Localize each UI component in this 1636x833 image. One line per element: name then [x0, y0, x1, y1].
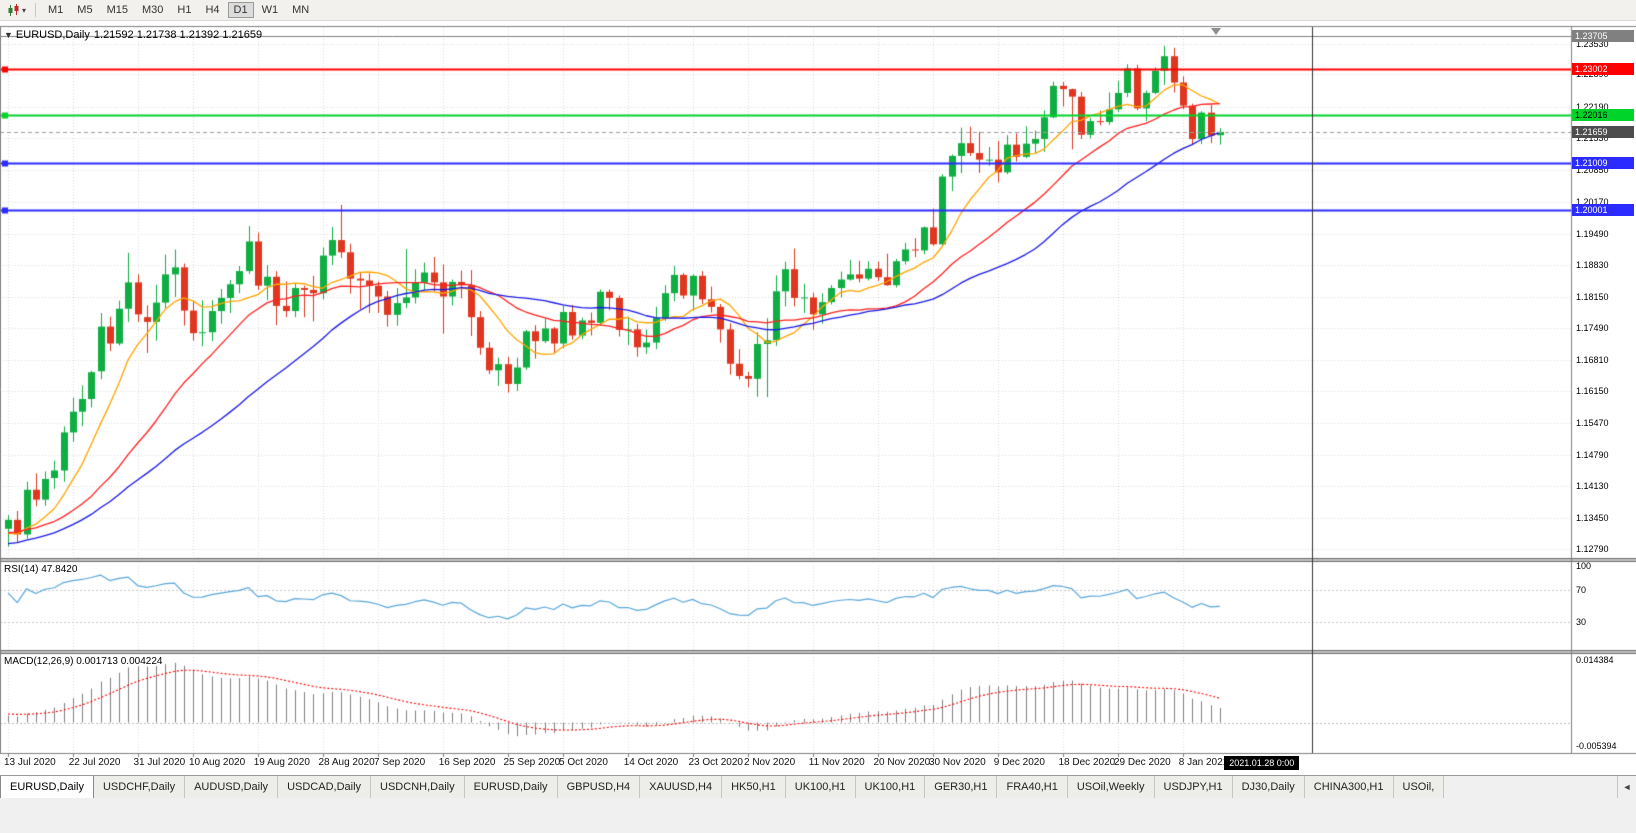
- one-click-trading-toggle-icon[interactable]: ▼: [4, 30, 13, 40]
- price-marker-label: 1.21659: [1572, 125, 1634, 138]
- chart-symbol: EURUSD,Daily: [15, 29, 90, 41]
- chart-tab[interactable]: USDJPY,H1: [1154, 776, 1233, 798]
- chart-title: ▼ EURUSD,Daily 1.21592 1.21738 1.21392 1.2…: [4, 29, 262, 41]
- date-axis-label: 14 Oct 2020: [623, 757, 679, 768]
- tabs-scroll-left-button[interactable]: ◄: [1617, 776, 1636, 798]
- price-axis-label: 1.18830: [1576, 259, 1609, 270]
- price-axis-label: 1.20170: [1576, 196, 1609, 207]
- toolbar: ▾ M1 M5 M15 M30 H1 H4 D1 W1 MN: [0, 0, 1636, 21]
- price-marker-label: 1.21009: [1572, 156, 1634, 169]
- price-axis-label: 1.19490: [1576, 228, 1609, 239]
- chart-shift-marker[interactable]: [1211, 28, 1221, 35]
- chart-tab[interactable]: AUDUSD,Daily: [185, 776, 279, 798]
- chart-ohlc-values: 1.21592 1.21738 1.21392 1.21659: [93, 29, 263, 41]
- rsi-axis-label: 30: [1576, 617, 1587, 627]
- price-axis-label: 1.14130: [1576, 481, 1609, 491]
- date-axis-label: 18 Dec 2020: [1058, 757, 1116, 768]
- chart-tab[interactable]: HK50,H1: [722, 776, 786, 798]
- status-strip: [0, 798, 1636, 833]
- price-marker-label: 1.23705: [1572, 29, 1634, 42]
- price-axis-label: 1.23530: [1576, 38, 1609, 49]
- chart-tabs: EURUSD,Daily USDCHF,Daily AUDUSD,Daily USDC…: [0, 776, 1617, 798]
- date-axis-label: 29 Dec 2020: [1114, 757, 1171, 768]
- price-axis-label: 1.20850: [1576, 165, 1609, 175]
- chart-tabs-bar: EURUSD,Daily USDCHF,Daily AUDUSD,Daily USDC…: [0, 775, 1636, 798]
- timeframe-button-H4[interactable]: H4: [205, 4, 220, 16]
- date-axis-label: 16 Sep 2020: [438, 757, 496, 768]
- timeframe-button-D1[interactable]: D1: [227, 2, 254, 18]
- chart-tab[interactable]: USOil,: [1393, 776, 1445, 798]
- price-marker-label: 1.23002: [1572, 62, 1634, 75]
- chart-tab[interactable]: USDCHF,Daily: [93, 776, 186, 798]
- candlestick-chart-icon: [8, 3, 19, 16]
- chart-tab[interactable]: CHINA300,H1: [1304, 776, 1394, 798]
- timeframe-button-M15[interactable]: M15: [106, 4, 128, 16]
- chart-tab[interactable]: EURUSD,Daily: [464, 776, 558, 798]
- price-axis-label: 1.15470: [1576, 417, 1609, 428]
- timeframe-button-M5[interactable]: M5: [77, 4, 93, 16]
- chart-tab[interactable]: GBPUSD,H4: [557, 776, 641, 798]
- date-axis-label: 2 Nov 2020: [744, 757, 796, 768]
- macd-axis-label: 0.014384: [1576, 655, 1614, 665]
- chart-tab[interactable]: EURUSD,Daily: [0, 776, 94, 798]
- timeframe-button-W1[interactable]: W1: [261, 4, 279, 16]
- rsi-indicator-label: RSI(14) 47.8420: [4, 564, 78, 575]
- date-axis-label: 28 Aug 2020: [318, 757, 375, 768]
- price-axis-label: 1.17490: [1576, 323, 1609, 333]
- rsi-axis-label: 100: [1576, 561, 1592, 571]
- macd-indicator-label: MACD(12,26,9) 0.001713 0.004224: [4, 656, 163, 667]
- date-axis-label: 19 Aug 2020: [253, 757, 310, 768]
- vline-date-tooltip: 2021.01.28 0:00: [1224, 756, 1300, 770]
- price-axis-label: 1.18150: [1576, 291, 1609, 302]
- chart-tab[interactable]: GER30,H1: [925, 776, 998, 798]
- date-axis-label: 30 Nov 2020: [929, 757, 986, 768]
- date-axis-label: 31 Jul 2020: [133, 757, 186, 768]
- chart-tab[interactable]: FRA40,H1: [997, 776, 1068, 798]
- price-axis-label: 1.22190: [1576, 101, 1609, 112]
- chart-tab[interactable]: DJ30,Daily: [1232, 776, 1305, 798]
- macd-axis-label: -0.005394: [1576, 741, 1617, 751]
- date-axis-label: 20 Nov 2020: [873, 757, 931, 768]
- timeframe-button-MN[interactable]: MN: [292, 4, 310, 16]
- price-marker-label: 1.22016: [1572, 109, 1634, 122]
- date-axis-label: 23 Oct 2020: [688, 757, 743, 768]
- timeframe-button-M1[interactable]: M1: [48, 4, 64, 16]
- price-axis-label: 1.12790: [1576, 544, 1609, 555]
- price-axis-label: 1.14790: [1576, 449, 1609, 460]
- price-axis-label: 1.16150: [1576, 386, 1609, 397]
- price-axis-label: 1.16810: [1576, 354, 1609, 365]
- chart-tab[interactable]: USDCAD,Daily: [278, 776, 372, 798]
- date-axis-label: 25 Sep 2020: [503, 757, 561, 768]
- chart-tab[interactable]: UK100,H1: [785, 776, 856, 798]
- chart-type-button[interactable]: ▾: [4, 3, 29, 18]
- rsi-axis-label: 70: [1576, 585, 1587, 595]
- date-axis-label: 9 Dec 2020: [993, 757, 1045, 768]
- timeframe-button-H1[interactable]: H1: [177, 4, 192, 16]
- date-axis-label: 11 Nov 2020: [808, 757, 865, 768]
- timeframe-button-M30[interactable]: M30: [141, 4, 164, 16]
- date-axis-label: 8 Jan 2021: [1178, 757, 1229, 768]
- price-axis-label: 1.21530: [1576, 133, 1609, 144]
- chart-tab[interactable]: UK100,H1: [855, 776, 926, 798]
- price-axis-label: 1.13450: [1576, 512, 1609, 523]
- date-axis-label: 7 Sep 2020: [374, 757, 426, 768]
- timeframe-buttons: M1 M5 M15 M30 H1 H4 D1 W1 MN: [42, 2, 315, 18]
- toolbar-separator: [35, 3, 37, 17]
- caret-down-icon: ▾: [22, 5, 27, 15]
- chart-tab[interactable]: XAUUSD,H4: [640, 776, 723, 798]
- chart-tab[interactable]: USOil,Weekly: [1067, 776, 1155, 798]
- date-axis-label: 22 Jul 2020: [68, 757, 121, 768]
- price-marker-label: 1.20001: [1572, 203, 1634, 216]
- date-axis-label: 10 Aug 2020: [189, 757, 246, 768]
- chart-tab[interactable]: USDCNH,Daily: [371, 776, 465, 798]
- date-axis-label: 5 Oct 2020: [559, 757, 608, 768]
- date-axis-label: 13 Jul 2020: [4, 757, 56, 768]
